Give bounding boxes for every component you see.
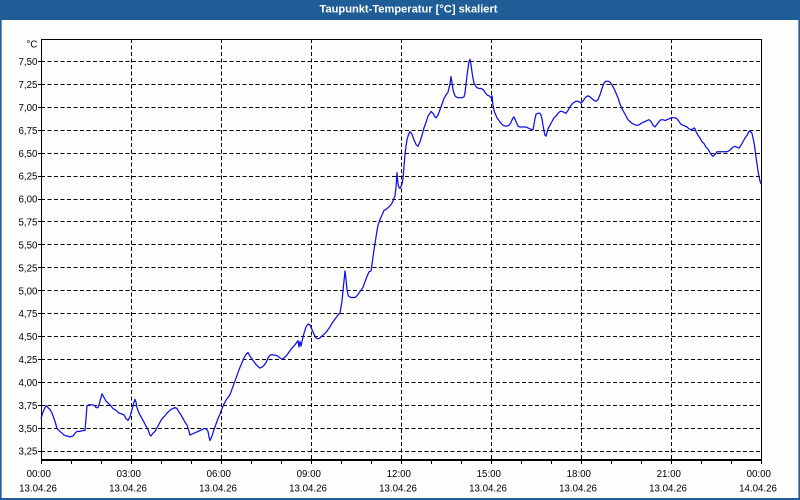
- svg-text:13.04.26: 13.04.26: [559, 483, 597, 494]
- svg-text:13.04.26: 13.04.26: [19, 483, 57, 494]
- svg-text:5,00: 5,00: [19, 286, 38, 297]
- svg-text:6,25: 6,25: [19, 172, 38, 183]
- svg-text:5,75: 5,75: [19, 218, 38, 229]
- svg-text:7,00: 7,00: [19, 103, 38, 114]
- svg-text:4,00: 4,00: [19, 378, 38, 389]
- svg-text:6,00: 6,00: [19, 195, 38, 206]
- svg-text:Taupunkt-Temperatur [°C] skali: Taupunkt-Temperatur [°C] skaliert: [320, 3, 498, 15]
- svg-text:14.04.26: 14.04.26: [739, 483, 777, 494]
- svg-text:4,75: 4,75: [19, 309, 38, 320]
- svg-text:3,25: 3,25: [19, 447, 38, 458]
- svg-text:13.04.26: 13.04.26: [109, 483, 147, 494]
- svg-text:13.04.26: 13.04.26: [379, 483, 417, 494]
- svg-text:06:00: 06:00: [207, 469, 232, 480]
- svg-text:7,50: 7,50: [19, 57, 38, 68]
- svg-text:13.04.26: 13.04.26: [469, 483, 507, 494]
- svg-text:7,25: 7,25: [19, 80, 38, 91]
- svg-text:21:00: 21:00: [657, 469, 682, 480]
- svg-text:13.04.26: 13.04.26: [649, 483, 687, 494]
- svg-text:12:00: 12:00: [387, 469, 412, 480]
- svg-text:3,75: 3,75: [19, 401, 38, 412]
- svg-text:°C: °C: [27, 39, 38, 50]
- svg-text:09:00: 09:00: [297, 469, 322, 480]
- svg-text:4,50: 4,50: [19, 332, 38, 343]
- svg-text:3,50: 3,50: [19, 424, 38, 435]
- svg-text:13.04.26: 13.04.26: [199, 483, 237, 494]
- svg-text:15:00: 15:00: [477, 469, 502, 480]
- svg-text:00:00: 00:00: [747, 469, 772, 480]
- svg-text:6,75: 6,75: [19, 126, 38, 137]
- svg-text:5,50: 5,50: [19, 241, 38, 252]
- svg-text:5,25: 5,25: [19, 263, 38, 274]
- svg-text:4,25: 4,25: [19, 355, 38, 366]
- svg-text:00:00: 00:00: [27, 469, 52, 480]
- svg-text:13.04.26: 13.04.26: [289, 483, 327, 494]
- svg-text:6,50: 6,50: [19, 149, 38, 160]
- svg-text:03:00: 03:00: [117, 469, 142, 480]
- svg-text:18:00: 18:00: [567, 469, 592, 480]
